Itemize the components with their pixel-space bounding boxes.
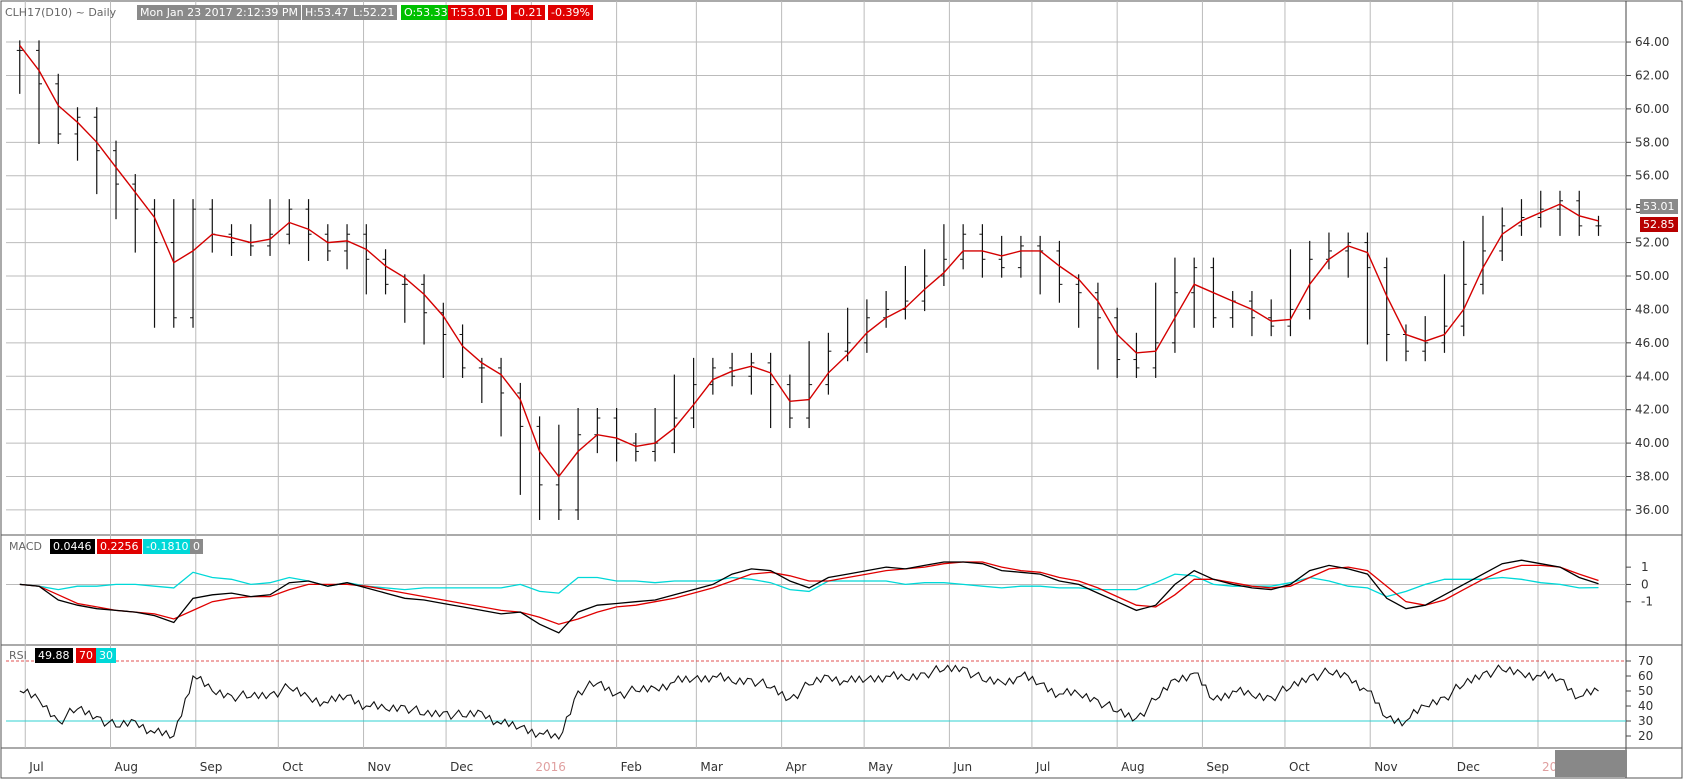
macd-histogram-line	[19, 571, 1599, 598]
rsi-lower-value: 30	[96, 648, 116, 663]
histogram-value: -0.1810	[143, 539, 192, 554]
price-tick-label: 56.00	[1635, 169, 1669, 183]
price-tick-label: 38.00	[1635, 470, 1669, 484]
x-tick-label: Aug	[1121, 760, 1144, 774]
rsi-tick-label: 60	[1638, 669, 1653, 683]
date-label: Mon Jan 23 2017	[137, 5, 236, 20]
macd-line	[19, 559, 1599, 634]
moving-average-line	[19, 44, 1599, 478]
price-tick-label: 46.00	[1635, 336, 1669, 350]
price-tick-label: 36.00	[1635, 503, 1669, 517]
open-label: O:53.33	[401, 5, 451, 20]
low-label: L:52.21	[350, 5, 398, 20]
change-pct-label: -0.39%	[548, 5, 593, 20]
x-tick-label: Jun	[952, 760, 972, 774]
macd-label: MACD	[9, 540, 42, 553]
price-tick-label: 50.00	[1635, 269, 1669, 283]
price-tick-label: 58.00	[1635, 135, 1669, 149]
x-tick-label: Sep	[200, 760, 223, 774]
rsi-tick-label: 20	[1638, 729, 1653, 743]
last-price-marker: 53.01	[1640, 199, 1678, 214]
x-tick-label: Jul	[1035, 760, 1050, 774]
last-label: T:53.01 D	[448, 5, 507, 20]
x-tick-label: Dec	[450, 760, 473, 774]
price-tick-label: 44.00	[1635, 369, 1669, 383]
rsi-tick-label: 30	[1638, 714, 1653, 728]
price-tick-label: 62.00	[1635, 68, 1669, 82]
macd-value: 0.0446	[50, 539, 95, 554]
x-tick-label: Sep	[1206, 760, 1229, 774]
macd-tick-label: 0	[1641, 577, 1649, 591]
x-tick-label: Aug	[115, 760, 138, 774]
time-label: 2:12:39 PM	[233, 5, 302, 20]
price-tick-label: 40.00	[1635, 436, 1669, 450]
price-tick-label: 52.00	[1635, 236, 1669, 250]
ohlc-bars	[16, 40, 1602, 520]
x-tick-label: Nov	[368, 760, 391, 774]
rsi-tick-label: 40	[1638, 699, 1653, 713]
rsi-value: 49.88	[35, 648, 73, 663]
rsi-label: RSI	[9, 649, 27, 662]
macd-signal-line	[19, 561, 1599, 625]
change-label: -0.21	[511, 5, 546, 20]
price-tick-label: 64.00	[1635, 35, 1669, 49]
rsi-line	[19, 664, 1599, 741]
x-tick-label: Dec	[1457, 760, 1480, 774]
x-tick-label: Oct	[1289, 760, 1310, 774]
x-tick-label: Nov	[1374, 760, 1397, 774]
signal-value: 0.2256	[97, 539, 142, 554]
rsi-tick-label: 70	[1638, 654, 1653, 668]
symbol-label: CLH17(D10) ~ Daily	[5, 6, 117, 19]
high-label: H:53.47	[302, 5, 352, 20]
rsi-tick-label: 50	[1638, 684, 1653, 698]
x-tick-label: Mar	[700, 760, 723, 774]
ma-price-marker: 52.85	[1640, 217, 1678, 232]
price-tick-label: 60.00	[1635, 102, 1669, 116]
x-tick-label: Feb	[621, 760, 642, 774]
x-tick-label: Oct	[282, 760, 303, 774]
rsi-upper-value: 70	[76, 648, 96, 663]
x-tick-label: Apr	[786, 760, 807, 774]
macd-tick-label: 1	[1641, 560, 1649, 574]
x-tick-label: 2016	[535, 760, 566, 774]
x-tick-label: Jul	[28, 760, 43, 774]
zero-value: 0	[190, 539, 203, 554]
x-tick-label: May	[868, 760, 893, 774]
price-tick-label: 42.00	[1635, 403, 1669, 417]
macd-tick-label: -1	[1641, 595, 1653, 609]
scroll-thumb	[1555, 750, 1627, 777]
price-tick-label: 48.00	[1635, 302, 1669, 316]
